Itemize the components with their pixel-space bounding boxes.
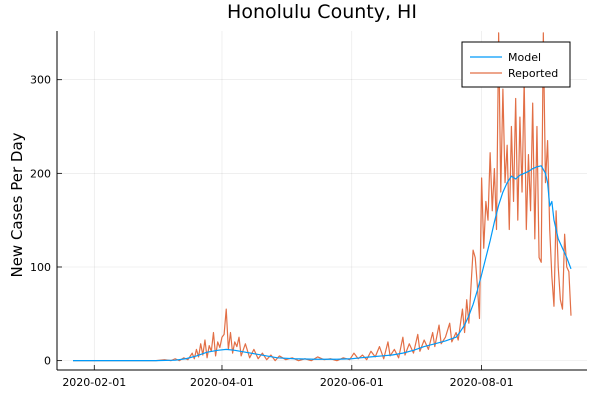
series-line-reported — [73, 32, 572, 362]
y-tick-label: 300 — [30, 74, 51, 87]
x-tick-label: 2020-08-01 — [450, 376, 514, 389]
y-axis-label: New Cases Per Day — [8, 132, 26, 277]
series-line-model — [73, 165, 572, 362]
x-tick-label: 2020-06-01 — [320, 376, 384, 389]
x-tick-label: 2020-02-01 — [62, 376, 126, 389]
legend: Model Reported — [461, 41, 571, 88]
legend-label-reported: Reported — [508, 67, 558, 80]
series-group — [73, 32, 572, 362]
tick-labels: 0 100 200 300 2020-02-01 2020-04-01 2020-06-01… — [30, 74, 514, 389]
grid — [57, 31, 587, 370]
y-tick-label: 0 — [44, 355, 51, 368]
legend-label-model: Model — [508, 51, 541, 64]
axes — [56, 31, 587, 371]
y-tick-label: 200 — [30, 167, 51, 180]
x-tick-label: 2020-04-01 — [190, 376, 254, 389]
legend-box — [461, 41, 571, 88]
chart-title: Honolulu County, HI — [227, 1, 417, 23]
y-tick-label: 100 — [30, 261, 51, 274]
